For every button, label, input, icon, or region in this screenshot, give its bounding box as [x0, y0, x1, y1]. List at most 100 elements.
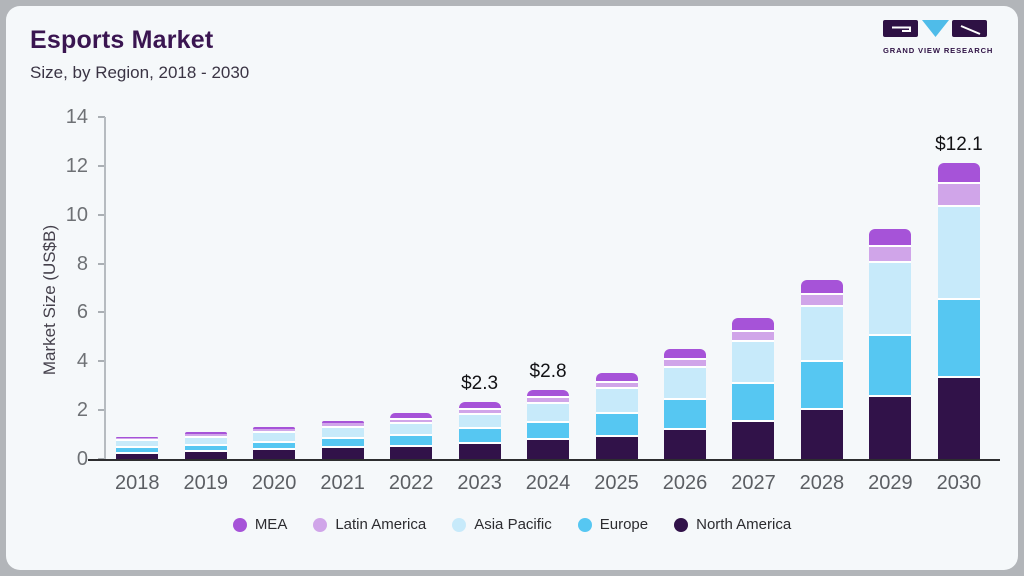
bar-segment-north-america: [253, 448, 296, 459]
y-tick-mark-2: [98, 409, 105, 412]
bar-segment-latin-america: [732, 330, 775, 341]
bar-column-2028: [788, 117, 856, 459]
bar-stack-2030: [937, 162, 980, 459]
x-tick-label-2027: 2027: [731, 472, 776, 494]
x-tick-label-2025: 2025: [594, 472, 639, 494]
bar-segment-europe: [800, 359, 843, 409]
x-tick-label-2019: 2019: [183, 472, 228, 494]
bar-segment-mea: [458, 402, 501, 409]
bar-segment-north-america: [732, 419, 775, 459]
bar-segment-latin-america: [800, 292, 843, 305]
x-tick-label-2021: 2021: [320, 472, 365, 494]
legend-label-north-america: North America: [696, 516, 792, 533]
bar-column-2021: [308, 117, 376, 459]
bar-segment-mea: [527, 389, 570, 397]
x-tick-label-2024: 2024: [525, 472, 571, 494]
legend-item-mea: MEA: [232, 516, 287, 533]
bar-segment-asia-pacific: [458, 412, 501, 428]
bar-segment-latin-america: [869, 245, 912, 261]
bar-stack-2026: [663, 349, 706, 459]
legend-item-latin-america: Latin America: [313, 516, 426, 533]
bar-segment-mea: [116, 436, 159, 438]
bar-segment-latin-america: [937, 181, 980, 205]
page-subtitle: Size, by Region, 2018 - 2030: [30, 63, 250, 82]
bar-column-2024: $2.8: [514, 117, 582, 459]
bar-segment-europe: [937, 297, 980, 376]
legend-dot-asia-pacific: [452, 517, 467, 532]
bar-segment-latin-america: [184, 433, 227, 436]
x-tick-label-2030: 2030: [936, 472, 982, 494]
bar-segment-latin-america: [527, 396, 570, 402]
bar-column-2022: [377, 117, 445, 459]
bar-segment-asia-pacific: [253, 430, 296, 441]
bar-segment-north-america: [937, 375, 980, 459]
y-tick-label-2: 2: [76, 399, 88, 422]
y-tick-mark-14: [98, 116, 105, 118]
legend-label-europe: Europe: [599, 516, 649, 533]
bar-segment-mea: [390, 413, 433, 418]
bar-segment-europe: [869, 333, 912, 395]
bar-segment-europe: [116, 446, 159, 452]
y-tick-mark-12: [98, 164, 105, 167]
bar-stack-2025: [595, 373, 638, 459]
bar-segment-latin-america: [595, 380, 638, 388]
bar-segment-asia-pacific: [527, 401, 570, 421]
bar-segment-europe: [663, 398, 706, 429]
legend-dot-north-america: [674, 517, 689, 532]
bar-segment-latin-america: [390, 417, 433, 423]
legend-dot-mea: [232, 517, 247, 532]
bar-segment-asia-pacific: [800, 304, 843, 360]
x-tick-label-2029: 2029: [868, 472, 913, 494]
chart-legend: MEA Latin America Asia Pacific Europe North …: [6, 516, 1018, 533]
bar-stack-2028: [800, 280, 843, 459]
bar-stack-2021: [321, 421, 364, 459]
bars-area: $2.3 $2.8 $12.1: [103, 117, 993, 459]
bar-segment-europe: [321, 437, 364, 447]
y-tick-label-10: 10: [65, 203, 88, 226]
x-tick-label-2026: 2026: [662, 472, 708, 494]
bar-segment-asia-pacific: [732, 340, 775, 383]
bar-segment-north-america: [390, 444, 433, 459]
bar-segment-mea: [184, 432, 227, 434]
legend-label-latin-america: Latin America: [335, 516, 427, 533]
bar-column-2030: $12.1: [925, 117, 993, 459]
x-tick-label-2018: 2018: [114, 472, 160, 494]
bar-segment-mea: [253, 426, 296, 429]
x-tick-label-2028: 2028: [799, 472, 845, 494]
bar-segment-asia-pacific: [595, 387, 638, 412]
page-title: Esports Market: [30, 26, 214, 54]
bar-stack-2020: [253, 426, 296, 459]
y-tick-mark-6: [98, 311, 105, 314]
bar-segment-asia-pacific: [390, 422, 433, 434]
y-tick-label-12: 12: [65, 154, 88, 177]
bar-segment-europe: [458, 427, 501, 442]
bar-segment-north-america: [663, 428, 706, 459]
y-tick-mark-8: [98, 262, 105, 265]
y-tick-mark-10: [98, 213, 105, 216]
bar-segment-europe: [390, 433, 433, 445]
y-tick-label-6: 6: [76, 301, 88, 324]
bar-segment-mea: [321, 421, 364, 424]
bar-stack-2027: [732, 318, 775, 459]
grand-view-research-logo: GRAND VIEW RESEARCH: [883, 19, 993, 55]
x-tick-label-2023: 2023: [457, 472, 502, 494]
bar-column-2020: [240, 117, 308, 459]
bar-segment-latin-america: [321, 423, 364, 426]
logo-wordmark: GRAND VIEW RESEARCH: [883, 46, 994, 55]
bar-segment-north-america: [869, 395, 912, 459]
x-tick-label-2022: 2022: [388, 472, 434, 494]
bar-value-label-2023: $2.3: [461, 373, 499, 395]
bar-stack-2018: [116, 436, 159, 459]
bar-column-2023: $2.3: [445, 117, 513, 459]
bar-segment-north-america: [458, 441, 501, 459]
bar-segment-europe: [595, 411, 638, 435]
legend-item-north-america: North America: [674, 516, 791, 533]
bar-segment-north-america: [527, 438, 570, 459]
legend-dot-europe: [577, 517, 592, 532]
bar-segment-north-america: [116, 451, 159, 459]
x-axis-labels: 2018 2019 2020 2021 2022 2023 2024 2025 2026 2027…: [103, 472, 993, 495]
bar-segment-latin-america: [116, 437, 159, 439]
bar-column-2026: [651, 117, 719, 459]
legend-item-europe: Europe: [577, 516, 649, 533]
bar-stack-2019: [184, 432, 227, 459]
